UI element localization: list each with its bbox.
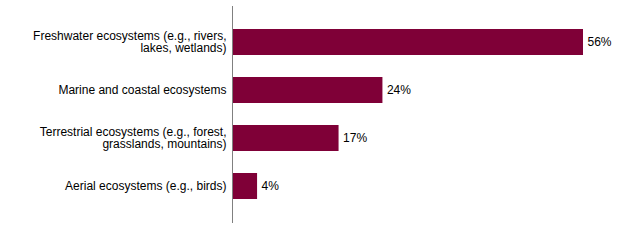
svg-text:Marine and coastal ecosystems: Marine and coastal ecosystems [58, 83, 226, 97]
svg-text:Freshwater ecosystems (e.g., r: Freshwater ecosystems (e.g., rivers,lake… [33, 29, 226, 55]
svg-text:4%: 4% [262, 179, 280, 193]
svg-text:24%: 24% [387, 83, 411, 97]
svg-text:17%: 17% [343, 131, 367, 145]
svg-text:Terrestrial ecosystems (e.g.,: Terrestrial ecosystems (e.g., forest,gra… [40, 125, 227, 151]
svg-text:56%: 56% [588, 35, 612, 49]
svg-text:Aerial ecosystems (e.g., birds: Aerial ecosystems (e.g., birds) [65, 179, 226, 193]
